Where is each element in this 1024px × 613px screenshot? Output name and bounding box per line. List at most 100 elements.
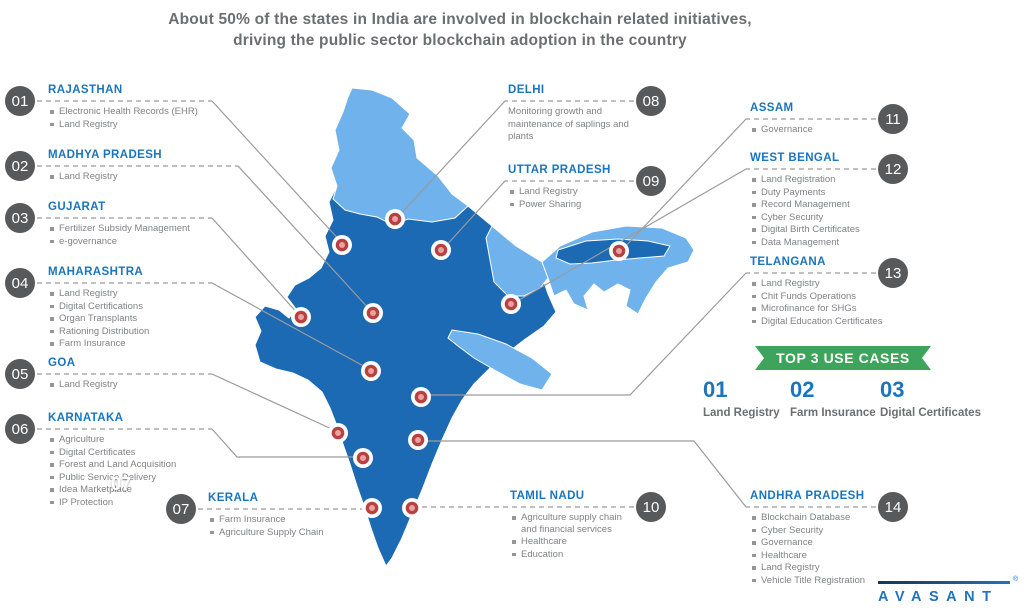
marker-ring [370, 310, 376, 316]
use-case-01: 01 Land Registry [703, 378, 780, 420]
initiative-item: Power Sharing [508, 199, 630, 211]
state-badge-telangana: 13 [878, 258, 908, 288]
marker-ring [409, 505, 415, 511]
initiative-item: Farm Insurance [208, 514, 383, 526]
initiative-item: Digital Certifications [48, 301, 223, 313]
initiative-item: Land Registry [48, 288, 223, 300]
connector-line [442, 180, 506, 250]
state-number: 09 [642, 172, 660, 190]
connector-line [237, 165, 372, 312]
state-callout-madhya-pradesh: MADHYA PRADESH Land Registry [48, 149, 223, 184]
marker-ring [335, 430, 341, 436]
marker-ring [418, 394, 424, 400]
state-callout-karnataka: KARNATAKA Agriculture Digital Certificates… [48, 412, 233, 509]
marker-ring [508, 301, 514, 307]
use-case-label: Digital Certificates [880, 407, 981, 419]
marker-ring [298, 314, 304, 320]
initiative-item: Land Registry [48, 119, 223, 131]
map-marker-karnataka [353, 448, 373, 468]
state-number: 10 [642, 498, 660, 516]
initiative-item: Land Registration [750, 174, 900, 186]
state-number: 06 [11, 420, 29, 438]
map-marker-tamil-nadu [402, 498, 422, 518]
map-marker-delhi [385, 209, 405, 229]
avasant-logo: ® AVASANT [878, 574, 1018, 605]
state-callout-gujarat: GUJARAT Fertilizer Subsidy Management e-go… [48, 201, 233, 248]
initiative-item: Agriculture supply chain and financial s… [510, 512, 640, 535]
state-number: 07 [172, 500, 190, 518]
initiative-item: Vehicle Title Registration [750, 575, 905, 587]
map-marker-goa [328, 423, 348, 443]
initiative-item: Land Registry [48, 379, 223, 391]
state-badge-maharashtra: 04 [5, 268, 35, 298]
map-marker-maharashtra [361, 361, 381, 381]
state-initiatives-list: Governance [750, 124, 900, 136]
map-marker-madhya-pradesh [363, 303, 383, 323]
state-initiatives-list: Fertilizer Subsidy Management e-governanc… [48, 223, 233, 247]
marker-ring [616, 248, 622, 254]
state-name: TELANGANA [750, 256, 826, 268]
state-description: Monitoring growth and maintenance of sap… [508, 106, 629, 142]
connector-line [396, 100, 506, 219]
state-initiatives-list: Blockchain Database Cyber Security Governa… [750, 512, 905, 586]
state-callout-tamil-nadu: TAMIL NADU Agriculture supply chain and f… [510, 490, 640, 561]
map-marker-uttar-pradesh [431, 240, 451, 260]
initiative-item: Agriculture Supply Chain [208, 527, 383, 539]
initiative-item: Land Registry [48, 171, 223, 183]
initiative-item: Chit Funds Operations [750, 291, 905, 303]
state-badge-gujarat: 03 [5, 203, 35, 233]
marker-ring [360, 455, 366, 461]
state-callout-goa: GOA Land Registry [48, 357, 223, 392]
initiative-item: Cyber Security [750, 212, 900, 224]
state-badge-madhya-pradesh: 02 [5, 151, 35, 181]
use-case-label: Farm Insurance [790, 407, 876, 419]
title-line-2: driving the public sector blockchain ado… [233, 32, 687, 49]
callout-connectors [37, 100, 876, 510]
map-region-east-inactive [485, 225, 549, 297]
state-name: TAMIL NADU [510, 490, 585, 502]
state-initiatives-list: Land Registry [48, 171, 223, 183]
state-name: ANDHRA PRADESH [750, 490, 865, 502]
state-number: 01 [11, 92, 29, 110]
initiative-item: Agriculture [48, 434, 233, 446]
state-badge-karnataka: 06 [5, 414, 35, 444]
state-callout-telangana: TELANGANA Land Registry Chit Funds Operati… [750, 256, 905, 328]
initiative-item: Land Registry [750, 278, 905, 290]
state-initiatives-list: Farm Insurance Agriculture Supply Chain [208, 514, 383, 538]
connector-line [211, 217, 300, 316]
state-initiatives-list: Land Registry [48, 379, 223, 391]
state-name: RAJASTHAN [48, 84, 123, 96]
initiative-item: Organ Transplants [48, 313, 223, 325]
connector-line [211, 100, 343, 244]
initiative-item: e-governance [48, 236, 233, 248]
state-number: 03 [11, 209, 29, 227]
state-name: MADHYA PRADESH [48, 149, 163, 161]
marker-ring [392, 216, 398, 222]
stray-07-label: 07 [111, 474, 132, 494]
state-badge-west-bengal: 12 [878, 154, 908, 184]
state-number: 12 [884, 160, 902, 178]
state-name: GOA [48, 357, 76, 369]
marker-ring [369, 505, 375, 511]
initiative-item: Healthcare [510, 536, 640, 548]
state-badge-tamil-nadu: 10 [636, 492, 666, 522]
top-use-cases-banner: TOP 3 USE CASES [755, 346, 931, 370]
state-markers [291, 209, 629, 518]
state-number: 02 [11, 157, 29, 175]
marker-ring [339, 242, 345, 248]
connector-line [211, 373, 337, 432]
state-initiatives-list: Land Registry Digital Certifications Organ… [48, 288, 223, 350]
state-number: 11 [885, 110, 901, 128]
initiative-item: Cyber Security [750, 525, 905, 537]
map-marker-telangana [411, 387, 431, 407]
initiative-item: Healthcare [750, 550, 905, 562]
state-callout-west-bengal: WEST BENGAL Land Registration Duty Payment… [750, 152, 900, 249]
state-name: KARNATAKA [48, 412, 124, 424]
state-callout-uttar-pradesh: UTTAR PRADESH Land Registry Power Sharing [508, 164, 630, 211]
state-badge-kerala: 07 [166, 494, 196, 524]
initiative-item: Digital Education Certificates [750, 316, 905, 328]
state-number: 05 [11, 365, 29, 383]
state-badge-goa: 05 [5, 359, 35, 389]
state-name: WEST BENGAL [750, 152, 840, 164]
map-marker-rajasthan [332, 235, 352, 255]
